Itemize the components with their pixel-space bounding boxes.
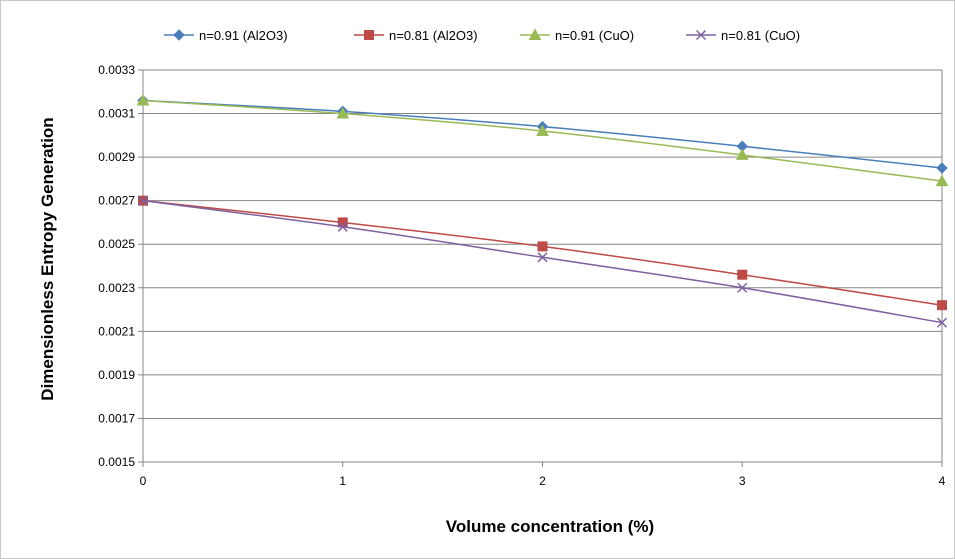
- data-point: [737, 269, 748, 280]
- x-tick-label: 3: [739, 474, 746, 488]
- legend-marker: [695, 29, 707, 41]
- data-point: [137, 195, 149, 206]
- data-point: [936, 317, 948, 328]
- data-point: [337, 217, 348, 228]
- data-point: [937, 300, 947, 311]
- data-point: [536, 124, 549, 136]
- legend-marker: [364, 30, 374, 40]
- data-point: [337, 221, 348, 232]
- series-line: [142, 99, 943, 182]
- data-point: [537, 252, 548, 263]
- legend: n=0.91 (Al2O3) n=0.81 (Al2O3) n=0.91 (CuO)…: [164, 28, 800, 43]
- data-point: [936, 162, 948, 174]
- data-point: [537, 241, 548, 252]
- y-tick-label: 0.0019: [98, 368, 135, 382]
- legend-label: n=0.91 (CuO): [555, 28, 634, 43]
- tick-labels: 0.0015 0.0017 0.0019 0.0021 0.0023 0.0025 0.00…: [98, 63, 945, 488]
- y-tick-label: 0.0017: [98, 411, 135, 425]
- x-tick-label: 1: [339, 474, 346, 488]
- data-point: [136, 93, 150, 106]
- y-axis-title: Dimensionless Entropy Generation: [38, 117, 57, 400]
- x-tick-label: 4: [939, 474, 946, 488]
- y-tick-label: 0.0023: [98, 281, 135, 295]
- y-tick-label: 0.0031: [98, 107, 135, 121]
- x-tick-label: 0: [140, 474, 147, 488]
- data-point: [737, 282, 748, 293]
- series-3: [137, 195, 948, 328]
- legend-item: n=0.91 (Al2O3): [164, 28, 288, 43]
- y-tick-label: 0.0029: [98, 150, 135, 164]
- legend-item: n=0.81 (Al2O3): [354, 28, 478, 43]
- y-tick-label: 0.0015: [98, 455, 135, 469]
- legend-item: n=0.81 (CuO): [686, 28, 800, 43]
- legend-item: n=0.91 (CuO): [520, 28, 634, 43]
- data-point: [735, 148, 749, 160]
- series-line: [142, 199, 943, 324]
- y-tick-label: 0.0033: [98, 63, 135, 77]
- y-tick-label: 0.0025: [98, 237, 135, 251]
- data-point: [935, 174, 949, 187]
- x-axis-title: Volume concentration (%): [446, 517, 654, 536]
- legend-marker: [528, 28, 542, 40]
- axes: [138, 69, 943, 467]
- legend-marker: [173, 29, 185, 41]
- legend-label: n=0.91 (Al2O3): [199, 28, 288, 43]
- series-2: [136, 93, 949, 187]
- legend-label: n=0.81 (Al2O3): [389, 28, 478, 43]
- y-tick-label: 0.0027: [98, 194, 135, 208]
- legend-label: n=0.81 (CuO): [721, 28, 800, 43]
- x-tick-label: 2: [539, 474, 546, 488]
- data-point: [336, 107, 350, 119]
- series-lines: [136, 93, 949, 328]
- y-tick-label: 0.0021: [98, 324, 135, 338]
- series-1: [138, 195, 947, 311]
